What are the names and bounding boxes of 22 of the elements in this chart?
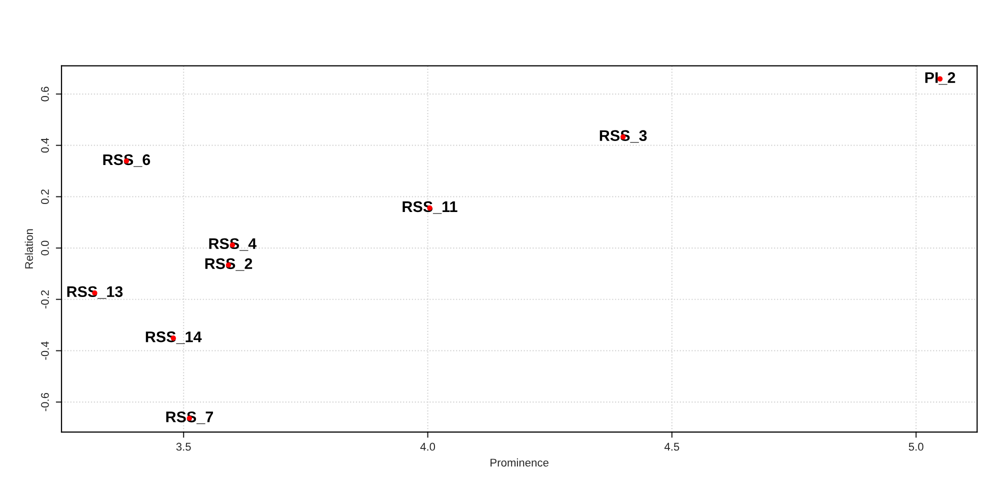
x-tick-label: 4.5 [664, 442, 680, 451]
x-tick-label: 3.5 [176, 442, 191, 451]
y-tick-label: -0.6 [41, 392, 49, 412]
y-tick-label: 0.0 [41, 240, 49, 256]
x-tick-label: 5.0 [908, 442, 924, 451]
annotation: RSS_6 [103, 154, 150, 167]
annotation: RSS_4 [209, 238, 257, 251]
y-axis-title: Relation [24, 229, 33, 268]
y-tick-label: 0.6 [41, 86, 49, 102]
annotation: RSS_2 [205, 258, 252, 271]
y-tick-label: 0.2 [41, 190, 49, 204]
annotation: RSS_3 [600, 130, 647, 143]
annotation: RSS_14 [146, 331, 202, 344]
y-tick-label: 0.4 [41, 138, 49, 153]
x-tick-label: 4.0 [420, 442, 436, 451]
x-axis-title: Prominence [490, 458, 548, 467]
annotation: RSS_7 [166, 412, 213, 424]
annotation: PI_2 [925, 72, 956, 85]
annotation: RSS_13 [67, 286, 123, 299]
annotation: RSS_11 [402, 201, 458, 214]
y-tick-label: -0.4 [41, 341, 49, 360]
y-tick-label: -0.2 [41, 290, 49, 308]
